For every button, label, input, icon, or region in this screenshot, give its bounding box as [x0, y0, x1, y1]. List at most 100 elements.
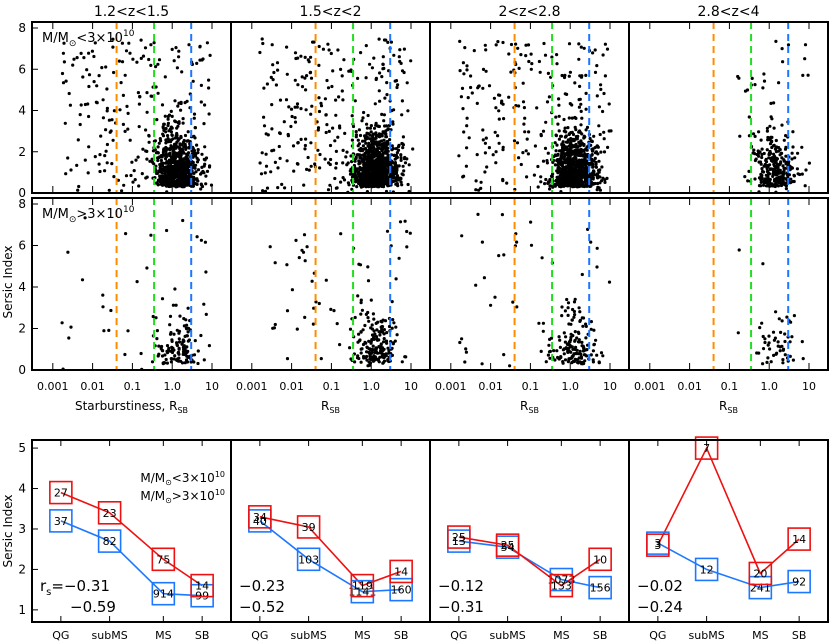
data-point — [371, 134, 375, 138]
data-point — [312, 306, 316, 310]
data-point — [303, 147, 307, 151]
y-tick-label: 8 — [18, 21, 26, 35]
data-point — [170, 339, 174, 343]
data-point — [546, 353, 551, 357]
data-point — [309, 55, 313, 59]
data-point — [493, 295, 497, 299]
data-point — [583, 152, 587, 156]
data-point — [101, 305, 105, 309]
data-point — [548, 184, 552, 188]
rs-low-value: −0.02 — [637, 577, 683, 595]
data-point — [166, 176, 170, 180]
data-point — [107, 328, 111, 332]
data-point — [296, 56, 300, 60]
data-point — [501, 179, 505, 183]
data-point — [458, 39, 462, 44]
data-point — [601, 176, 605, 180]
data-point — [548, 349, 553, 353]
data-point — [126, 127, 130, 131]
data-point — [565, 297, 569, 302]
scatter-panel — [230, 21, 431, 194]
data-point — [559, 173, 564, 177]
marker-box-low — [588, 575, 612, 600]
data-point — [521, 151, 525, 155]
data-point — [409, 59, 413, 63]
data-point — [331, 126, 335, 130]
data-point — [200, 152, 204, 156]
data-point — [329, 157, 333, 162]
data-point — [195, 235, 199, 239]
data-point — [172, 348, 176, 352]
data-point — [339, 232, 343, 236]
data-point — [285, 159, 289, 163]
data-point — [543, 53, 548, 57]
data-point — [501, 145, 505, 149]
data-point — [529, 52, 533, 56]
data-point — [165, 349, 169, 353]
data-point — [401, 173, 405, 177]
data-point — [260, 151, 264, 155]
data-point — [112, 70, 116, 75]
y-tick-label: 6 — [18, 239, 26, 253]
data-point — [559, 176, 564, 180]
data-point — [463, 46, 467, 50]
data-point — [579, 102, 583, 106]
data-point — [569, 338, 573, 342]
data-point — [300, 75, 304, 79]
data-point — [105, 87, 109, 91]
data-point — [574, 345, 578, 349]
data-point — [169, 357, 173, 361]
data-point — [465, 64, 469, 68]
data-point — [339, 67, 343, 71]
x-tick-label: 1.0 — [362, 380, 380, 393]
data-point — [590, 153, 594, 157]
data-point — [312, 40, 316, 44]
data-point — [465, 68, 469, 72]
data-point — [303, 143, 307, 148]
y-tick-label: 2 — [18, 562, 26, 576]
data-point — [329, 307, 333, 311]
data-point — [382, 337, 386, 341]
data-point — [385, 341, 389, 345]
data-point — [334, 166, 338, 170]
data-point — [591, 349, 596, 353]
data-point — [196, 151, 200, 155]
data-point — [159, 154, 163, 158]
x-axis-title-sub: SB — [727, 406, 738, 415]
data-point — [481, 67, 486, 71]
data-point — [574, 165, 578, 169]
data-point — [564, 140, 569, 144]
data-point — [185, 178, 189, 182]
data-point — [368, 126, 372, 130]
data-point — [186, 166, 190, 170]
data-point — [168, 314, 173, 318]
data-point — [476, 212, 480, 216]
data-point — [161, 132, 165, 136]
data-point — [757, 176, 762, 180]
data-point — [406, 109, 410, 113]
data-point — [782, 159, 787, 163]
data-point — [380, 134, 384, 138]
data-point — [208, 53, 212, 58]
data-point — [594, 160, 598, 165]
data-point — [571, 161, 575, 165]
data-point — [580, 161, 584, 165]
data-point — [375, 165, 379, 169]
data-point — [472, 49, 476, 53]
data-point — [564, 346, 568, 350]
count-label: 25 — [452, 531, 466, 544]
data-point — [204, 182, 208, 186]
data-point — [169, 109, 173, 113]
data-point — [573, 81, 577, 85]
count-label: 3 — [654, 537, 661, 550]
data-point — [790, 335, 794, 339]
data-point — [67, 91, 71, 96]
data-point — [105, 109, 109, 113]
data-point — [464, 164, 468, 168]
data-point — [776, 184, 781, 188]
data-point — [173, 156, 177, 160]
data-point — [759, 180, 763, 184]
data-point — [369, 341, 373, 345]
data-point — [391, 147, 395, 151]
data-point — [566, 138, 571, 142]
